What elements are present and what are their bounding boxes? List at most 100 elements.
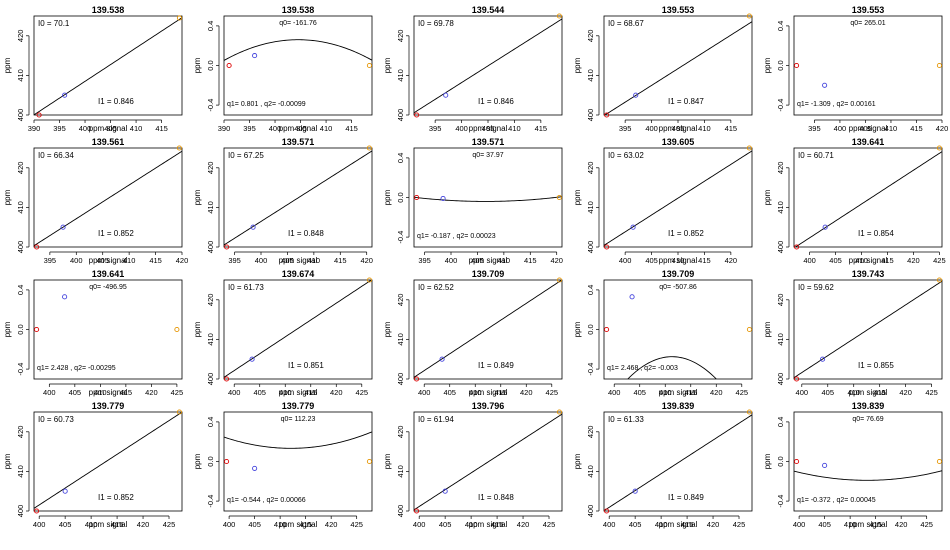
x-tick-label: 405 — [96, 256, 109, 265]
x-tick-label: 410 — [855, 256, 868, 265]
x-axis-label: ppm signal — [89, 388, 128, 397]
x-tick-label: 415 — [681, 520, 694, 529]
chart-panel: 139.796 400 405 410 415 420 425 400 410 420 ppm si… — [380, 396, 570, 529]
x-tick-label: 395 — [429, 124, 442, 133]
data-point — [366, 458, 372, 465]
y-tick-label: 420 — [16, 30, 25, 43]
y-tick-label: 0.0 — [776, 60, 785, 70]
x-tick-label: 410 — [130, 124, 143, 133]
x-tick-label: 400 — [793, 520, 806, 529]
x-axis-label: ppm signal — [89, 256, 128, 265]
x-axis-label: ppm signal — [659, 388, 698, 397]
x-axis-label: ppm signal — [279, 124, 318, 133]
x-axis-label: ppm signal — [469, 124, 508, 133]
x-tick-label: 415 — [120, 388, 133, 397]
y-tick-label: 0.0 — [16, 324, 25, 334]
x-tick-label: 415 — [698, 256, 711, 265]
annotation-slope: I1 = 0.846 — [98, 97, 134, 106]
annotation-q0: q0= -507.86 — [659, 284, 697, 291]
data-point — [604, 112, 610, 118]
x-tick-label: 400 — [33, 520, 46, 529]
y-tick-label: 400 — [396, 505, 405, 518]
data-point — [62, 92, 68, 98]
chart-title: 139.553 — [662, 5, 695, 15]
annotation-q0: q0= 265.01 — [850, 20, 885, 27]
data-point — [746, 409, 752, 415]
x-tick-label: 410 — [698, 124, 711, 133]
fit-curve — [794, 280, 942, 379]
annotation-intercept: I0 = 62.52 — [418, 283, 454, 292]
y-tick-label: 410 — [16, 465, 25, 478]
x-tick-label: 420 — [137, 520, 150, 529]
annotation-intercept: I0 = 61.33 — [608, 415, 644, 424]
x-tick-label: 425 — [733, 520, 746, 529]
annotation-slope: I1 = 0.846 — [478, 97, 514, 106]
chart-svg: 139.839 400 405 410 415 420 425 400 410 420 ppm si… — [573, 401, 753, 529]
y-axis-label: ppm — [3, 321, 12, 337]
data-point — [794, 376, 800, 382]
x-tick-label: 425 — [543, 520, 556, 529]
fit-curve — [414, 18, 562, 114]
x-tick-label: 410 — [274, 520, 287, 529]
y-tick-label: -0.4 — [776, 495, 785, 508]
x-tick-label: 415 — [334, 256, 347, 265]
x-tick-label: 405 — [248, 520, 261, 529]
annotation-intercept: I0 = 66.34 — [38, 151, 74, 160]
x-axis-label: ppm signal — [849, 388, 888, 397]
y-axis-label: ppm — [193, 453, 202, 469]
x-tick-label: 420 — [520, 388, 533, 397]
chart-panel: 139.605 400 405 410 415 420 400 410 420 ppm signa… — [570, 132, 760, 265]
fit-curve — [604, 414, 752, 511]
y-tick-label: 0.4 — [776, 417, 785, 427]
fit-curve — [224, 39, 372, 61]
x-axis-label: ppm signal — [469, 256, 508, 265]
x-tick-label: 395 — [228, 256, 241, 265]
data-point — [252, 53, 258, 59]
fit-curve — [34, 412, 182, 509]
y-tick-label: -0.4 — [776, 99, 785, 112]
x-axis-label: ppm signal — [279, 256, 318, 265]
data-point — [226, 62, 232, 69]
y-tick-label: 0.0 — [206, 60, 215, 70]
data-point — [174, 326, 180, 333]
y-axis-label: ppm — [383, 57, 392, 73]
data-point — [414, 376, 420, 382]
x-tick-label: 400 — [79, 124, 92, 133]
annotation-q1-q2: q1= 0.801 , q2= -0.00099 — [227, 101, 306, 108]
x-tick-label: 425 — [163, 520, 176, 529]
x-tick-label: 410 — [847, 388, 860, 397]
data-point — [936, 458, 942, 465]
x-tick-label: 420 — [899, 388, 912, 397]
y-tick-label: 0.4 — [776, 21, 785, 31]
chart-svg: 139.571 395 400 405 410 415 420 400 410 420 ppm si… — [193, 137, 373, 265]
y-tick-label: 420 — [586, 30, 595, 43]
x-tick-label: 395 — [619, 124, 632, 133]
data-point — [794, 62, 800, 69]
x-tick-label: 395 — [44, 256, 57, 265]
chart-title: 139.538 — [92, 5, 125, 15]
data-point — [556, 13, 562, 19]
x-tick-label: 410 — [279, 388, 292, 397]
annotation-slope: I1 = 0.852 — [98, 493, 134, 502]
y-tick-label: 400 — [776, 373, 785, 386]
y-axis-label: ppm — [573, 453, 582, 469]
y-tick-label: 420 — [396, 426, 405, 439]
annotation-intercept: I0 = 68.67 — [608, 19, 644, 28]
chart-title: 139.796 — [472, 401, 505, 411]
x-tick-label: 420 — [176, 256, 189, 265]
data-point — [604, 326, 610, 333]
x-axis-label: ppm signal — [849, 520, 888, 529]
x-tick-label: 405 — [104, 124, 117, 133]
x-tick-label: 405 — [471, 256, 484, 265]
x-tick-label: 420 — [517, 520, 530, 529]
chart-title: 139.839 — [662, 401, 695, 411]
x-tick-label: 405 — [829, 256, 842, 265]
chart-title: 139.561 — [92, 137, 125, 147]
y-axis-label: ppm — [573, 57, 582, 73]
chart-svg: 139.538 390 395 400 405 410 415 400 410 420 ppm si… — [3, 5, 183, 133]
chart-title: 139.544 — [472, 5, 505, 15]
x-tick-label: 425 — [171, 388, 184, 397]
plot-frame — [603, 411, 753, 512]
annotation-q1-q2: q1= -0.544 , q2= 0.00066 — [227, 497, 306, 504]
chart-title: 139.553 — [852, 5, 885, 15]
